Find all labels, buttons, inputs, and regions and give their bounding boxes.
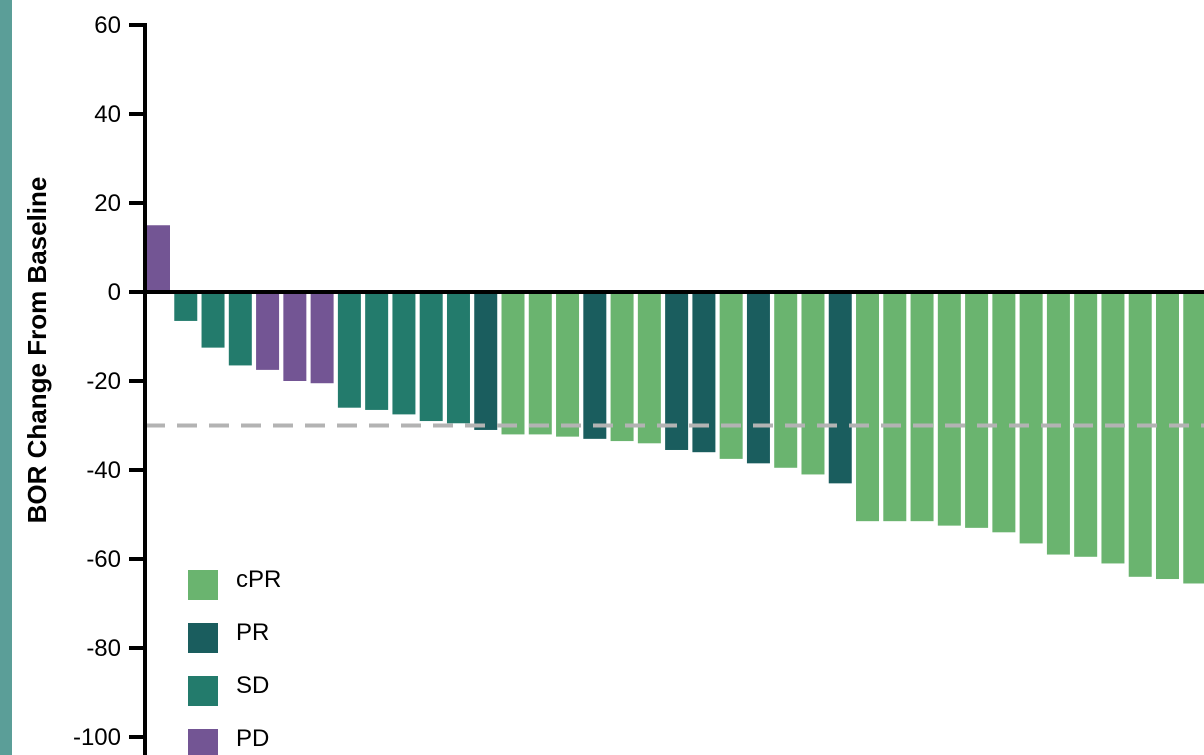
y-tick-label--100: -100 <box>73 724 121 751</box>
bar-33-cpr <box>1019 292 1043 544</box>
bar-26-pr <box>828 292 852 484</box>
bar-9-sd <box>365 292 389 410</box>
bar-18-cpr <box>610 292 634 442</box>
legend: cPR PR SD PD <box>188 566 281 755</box>
y-tick-label--80: -80 <box>86 635 121 662</box>
bar-13-pr <box>474 292 498 430</box>
bar-1-pd <box>147 225 170 292</box>
bar-31-cpr <box>965 292 989 528</box>
y-tick-label--40: -40 <box>86 457 121 484</box>
legend-swatch-pr <box>188 623 218 653</box>
y-tick-label-60: 60 <box>94 12 121 39</box>
bar-22-cpr <box>719 292 743 459</box>
bar-19-cpr <box>637 292 661 444</box>
y-axis: 60 40 20 0 -20 -40 -60 -80 -100 <box>73 12 147 755</box>
bar-25-cpr <box>801 292 825 475</box>
legend-swatch-pd <box>188 729 218 755</box>
y-tick-label--60: -60 <box>86 546 121 573</box>
bar-16-cpr <box>556 292 580 437</box>
bar-17-pr <box>583 292 607 439</box>
bar-6-pd <box>283 292 307 381</box>
bar-2-sd <box>174 292 198 321</box>
bar-3-sd <box>201 292 225 348</box>
legend-label-pd: PD <box>236 725 269 752</box>
legend-swatch-cpr <box>188 570 218 600</box>
y-tick-label-40: 40 <box>94 101 121 128</box>
legend-label-sd: SD <box>236 672 269 699</box>
bar-7-pd <box>310 292 334 384</box>
legend-swatch-sd <box>188 676 218 706</box>
bar-29-cpr <box>910 292 934 522</box>
bar-20-pr <box>665 292 689 450</box>
y-tick-label-20: 20 <box>94 190 121 217</box>
y-axis-title: BOR Change From Baseline <box>22 177 52 524</box>
bars-layer <box>147 225 1204 584</box>
bar-32-cpr <box>992 292 1016 533</box>
legend-label-cpr: cPR <box>236 566 281 593</box>
y-tick-label--20: -20 <box>86 368 121 395</box>
left-edge-strip <box>0 0 12 755</box>
bar-37-cpr <box>1128 292 1152 577</box>
bar-39-cpr <box>1183 292 1204 584</box>
bar-8-sd <box>337 292 361 408</box>
bar-15-cpr <box>528 292 552 435</box>
bar-5-pd <box>256 292 280 370</box>
bar-21-pr <box>692 292 716 453</box>
bar-38-cpr <box>1155 292 1179 580</box>
bar-23-pr <box>746 292 770 464</box>
bar-10-sd <box>392 292 416 415</box>
bar-24-cpr <box>774 292 798 468</box>
bar-28-cpr <box>883 292 907 522</box>
bar-36-cpr <box>1101 292 1125 564</box>
bar-4-sd <box>228 292 252 366</box>
bar-27-cpr <box>856 292 880 522</box>
bar-14-cpr <box>501 292 525 435</box>
legend-label-pr: PR <box>236 619 269 646</box>
bar-12-sd <box>446 292 470 424</box>
bar-11-sd <box>419 292 443 422</box>
bar-30-cpr <box>937 292 961 526</box>
y-tick-label-0: 0 <box>108 279 121 306</box>
bar-34-cpr <box>1046 292 1070 555</box>
